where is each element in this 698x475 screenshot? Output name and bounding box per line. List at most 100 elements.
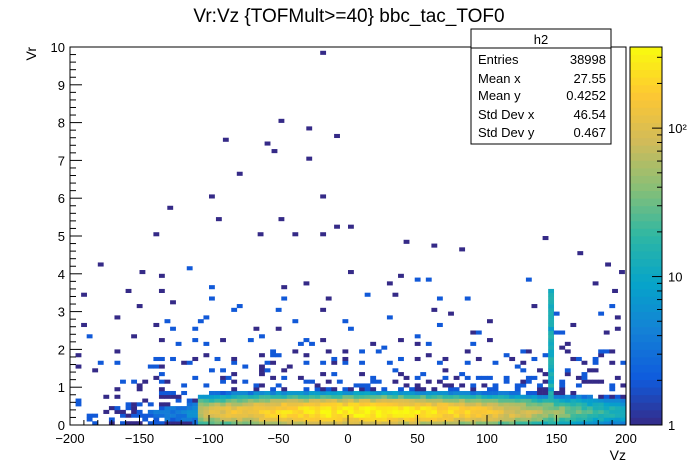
heatmap-bin (209, 406, 215, 411)
heatmap-bin (592, 356, 599, 362)
heatmap-bin (609, 409, 616, 414)
heatmap-bin (609, 383, 616, 388)
heatmap-bin (303, 402, 310, 407)
heatmap-bin (158, 413, 165, 418)
heatmap-bin (309, 409, 315, 414)
heatmap-bin (425, 394, 432, 399)
heatmap-bin (264, 368, 271, 373)
heatmap-bin (153, 409, 160, 414)
heatmap-bin (192, 409, 199, 414)
heatmap-bin (381, 345, 388, 350)
colorbar-step (630, 167, 662, 176)
heatmap-bin (431, 243, 438, 248)
heatmap-bin (136, 402, 143, 407)
heatmap-bin (420, 402, 427, 407)
heatmap-bin (498, 409, 504, 414)
heatmap-bin (275, 307, 282, 312)
heatmap-bin (509, 417, 516, 422)
heatmap-bin (303, 394, 310, 399)
heatmap-bin (142, 413, 149, 418)
heatmap-bin (481, 413, 488, 418)
heatmap-bin (487, 387, 493, 392)
heatmap-bin (609, 304, 616, 309)
heatmap-bin (97, 360, 104, 365)
heatmap-bin (236, 398, 243, 403)
heatmap-bin (475, 413, 482, 418)
heatmap-bin (575, 417, 582, 422)
heatmap-bin (548, 409, 555, 414)
heatmap-bin (381, 413, 388, 418)
heatmap-bin (542, 379, 549, 384)
heatmap-bin (409, 387, 416, 392)
heatmap-bin (598, 417, 605, 422)
heatmap-bin (436, 417, 443, 422)
heatmap-bin (537, 368, 543, 373)
heatmap-bin (114, 387, 121, 392)
heatmap-bin (520, 360, 527, 365)
heatmap-bin (342, 349, 349, 354)
heatmap-bin (164, 394, 171, 399)
heatmap-bin (114, 406, 121, 411)
colorbar-step (630, 319, 662, 328)
heatmap-bin (186, 417, 193, 422)
heatmap-bin (309, 417, 315, 422)
heatmap-bin (331, 372, 338, 377)
colorbar-step (630, 152, 662, 161)
heatmap-bin (487, 413, 493, 418)
heatmap-bin (370, 413, 377, 418)
x-tick-label: 0 (344, 431, 351, 446)
heatmap-bin (292, 390, 299, 396)
heatmap-bin (398, 356, 404, 362)
heatmap-bin (359, 398, 365, 403)
heatmap-bin (220, 394, 226, 399)
heatmap-bin (75, 398, 82, 403)
heatmap-bin (386, 315, 393, 320)
heatmap-bin (270, 409, 277, 414)
heatmap-bin (548, 398, 555, 403)
heatmap-bin (448, 383, 454, 388)
heatmap-bin (381, 402, 388, 407)
heatmap-bin (275, 398, 282, 403)
colorbar-step (630, 77, 662, 86)
heatmap-bin (164, 417, 171, 422)
heatmap-bin (320, 372, 327, 377)
heatmap-bin (264, 394, 271, 399)
heatmap-bin (414, 383, 421, 388)
heatmap-bin (403, 413, 410, 418)
heatmap-bin (498, 417, 504, 422)
heatmap-bin (598, 353, 605, 358)
heatmap-bin (292, 417, 299, 422)
heatmap-bin (503, 421, 510, 426)
heatmap-bin (570, 402, 577, 407)
heatmap-bin (581, 394, 588, 399)
heatmap-bin (164, 390, 171, 396)
heatmap-bin (314, 406, 321, 411)
heatmap-bin (381, 387, 388, 392)
heatmap-bin (275, 326, 282, 331)
heatmap-bin (331, 387, 338, 392)
heatmap-bin (475, 375, 482, 380)
heatmap-bin (220, 379, 226, 384)
heatmap-bin (370, 409, 377, 414)
heatmap-bin (197, 394, 204, 399)
heatmap-bin (609, 402, 616, 407)
heatmap-bin (153, 421, 160, 426)
heatmap-bin (320, 194, 327, 199)
colorbar-step (630, 394, 662, 403)
heatmap-bin (414, 334, 421, 339)
heatmap-bin (342, 398, 349, 403)
heatmap-bin (509, 398, 516, 403)
heatmap-bin (525, 413, 532, 418)
y-tick-label: 2 (58, 342, 65, 357)
heatmap-bin (492, 383, 499, 388)
heatmap-bin (364, 406, 371, 411)
heatmap-bin (587, 379, 593, 384)
heatmap-bin (270, 360, 277, 365)
heatmap-bin (548, 383, 555, 388)
heatmap-bin (370, 394, 377, 399)
heatmap-bin (575, 402, 582, 407)
x-tick-label: −200 (55, 431, 84, 446)
heatmap-bin (603, 398, 610, 403)
heatmap-bin (325, 394, 332, 399)
heatmap-bin (514, 398, 521, 403)
